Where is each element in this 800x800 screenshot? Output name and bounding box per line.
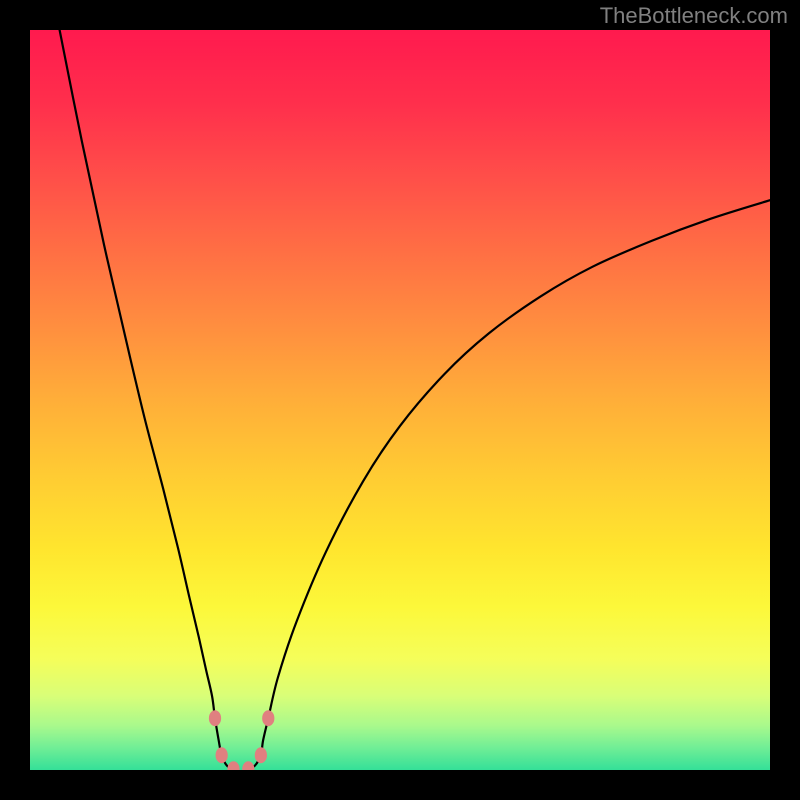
watermark-text: TheBottleneck.com (600, 3, 788, 29)
chart-svg (30, 30, 770, 770)
marker-dot (263, 711, 274, 726)
marker-dot (209, 711, 220, 726)
marker-dot (216, 748, 227, 763)
plot-area (30, 30, 770, 770)
chart-frame: TheBottleneck.com (0, 0, 800, 800)
marker-dot (255, 748, 266, 763)
